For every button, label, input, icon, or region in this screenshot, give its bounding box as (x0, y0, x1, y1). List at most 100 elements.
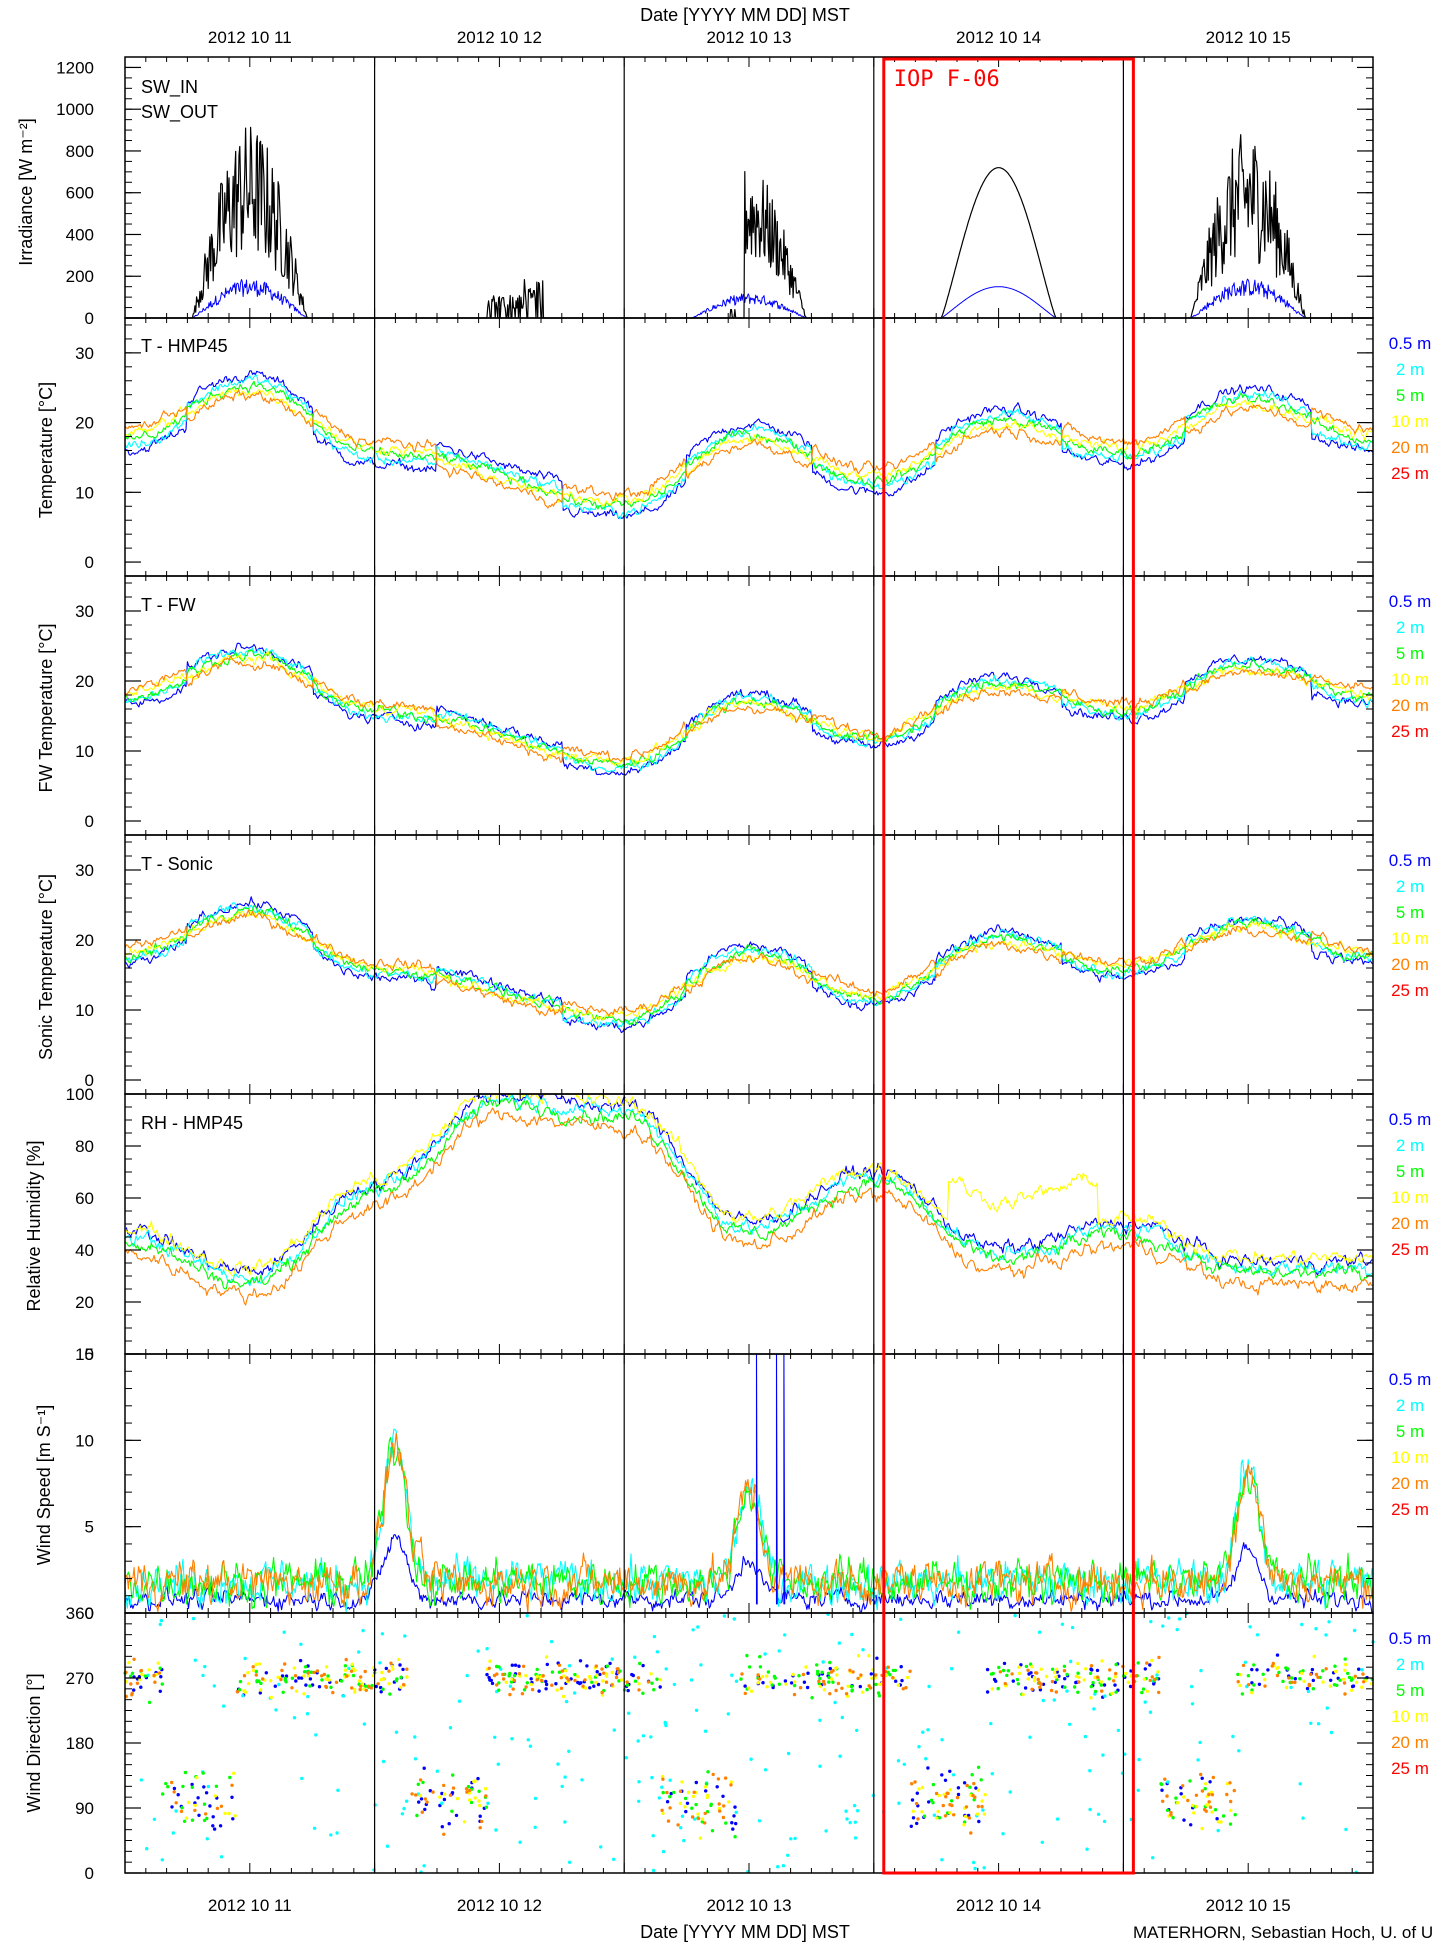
direction-point-10m (1100, 1659, 1104, 1663)
direction-point-2m (783, 1633, 787, 1637)
direction-point-10m (357, 1679, 362, 1683)
direction-point-0.5m (1215, 1817, 1219, 1821)
direction-point-20m (464, 1787, 469, 1791)
direction-point-10m (962, 1823, 966, 1827)
direction-point-2m (1248, 1625, 1252, 1629)
direction-point-10m (818, 1684, 822, 1689)
direction-point-0.5m (943, 1778, 948, 1783)
direction-point-2m (861, 1648, 865, 1652)
direction-point-10m (948, 1811, 952, 1815)
direction-point-2m (921, 1730, 925, 1734)
direction-point-0.5m (442, 1797, 447, 1802)
direction-point-5m (590, 1680, 594, 1685)
direction-point-20m (322, 1672, 326, 1677)
direction-point-5m (573, 1672, 577, 1677)
direction-point-2m (1041, 1698, 1046, 1703)
direction-point-20m (315, 1669, 320, 1673)
direction-point-10m (246, 1671, 250, 1675)
direction-point-5m (886, 1670, 890, 1675)
direction-point-0.5m (626, 1688, 630, 1693)
direction-point-10m (706, 1793, 710, 1798)
direction-point-0.5m (398, 1663, 402, 1667)
direction-point-0.5m (1074, 1680, 1078, 1685)
direction-point-20m (312, 1670, 316, 1675)
direction-point-2m (1083, 1734, 1088, 1739)
direction-point-5m (979, 1778, 983, 1782)
direction-point-20m (451, 1786, 456, 1790)
direction-point-20m (614, 1675, 619, 1680)
direction-point-0.5m (1023, 1686, 1028, 1690)
direction-point-2m (818, 1764, 822, 1768)
direction-point-2m (732, 1617, 736, 1621)
direction-point-10m (391, 1667, 395, 1671)
direction-point-10m (1360, 1685, 1364, 1689)
direction-point-5m (1063, 1685, 1067, 1689)
wind-direction-series (123, 1611, 1375, 1875)
direction-point-5m (283, 1676, 287, 1681)
direction-point-20m (465, 1790, 469, 1794)
direction-point-20m (678, 1789, 683, 1794)
direction-point-20m (442, 1783, 446, 1788)
direction-point-20m (242, 1674, 247, 1678)
direction-point-20m (512, 1678, 516, 1683)
direction-point-2m (1167, 1616, 1171, 1620)
series-10m (124, 650, 1374, 766)
direction-point-10m (604, 1674, 609, 1678)
direction-point-10m (835, 1673, 839, 1677)
direction-point-2m (1068, 1722, 1072, 1727)
direction-point-10m (1113, 1675, 1118, 1679)
direction-point-2m (201, 1673, 205, 1678)
direction-point-20m (1287, 1676, 1291, 1680)
direction-point-20m (521, 1664, 526, 1669)
direction-point-2m (580, 1778, 584, 1782)
direction-point-10m (258, 1688, 263, 1692)
direction-point-2m (152, 1817, 157, 1822)
direction-point-5m (792, 1683, 797, 1688)
direction-point-0.5m (294, 1679, 298, 1683)
direction-point-0.5m (231, 1817, 235, 1821)
direction-point-2m (664, 1667, 668, 1671)
direction-point-2m (405, 1799, 409, 1803)
direction-point-2m (1306, 1689, 1311, 1694)
direction-point-2m (1309, 1721, 1313, 1726)
direction-point-0.5m (258, 1691, 262, 1695)
direction-point-2m (1008, 1790, 1012, 1794)
y-tick-label: 0 (85, 812, 94, 831)
direction-point-10m (980, 1799, 984, 1803)
direction-point-0.5m (909, 1824, 913, 1829)
direction-point-20m (1010, 1672, 1014, 1676)
direction-point-20m (615, 1667, 619, 1671)
direction-point-2m (556, 1762, 560, 1766)
direction-point-10m (127, 1660, 131, 1665)
height-legend-2m: 2 m (1396, 877, 1424, 896)
temperature-sonic-series (124, 896, 1374, 1034)
direction-point-2m (159, 1618, 164, 1623)
direction-point-2m (637, 1780, 641, 1784)
y-tick-label: 5 (85, 1518, 94, 1537)
direction-point-5m (303, 1665, 308, 1669)
direction-point-0.5m (422, 1766, 426, 1770)
direction-point-5m (451, 1773, 455, 1777)
direction-point-5m (326, 1674, 330, 1678)
direction-point-0.5m (704, 1789, 708, 1793)
direction-point-5m (690, 1806, 694, 1810)
series-5m (124, 1097, 1374, 1290)
direction-point-10m (1354, 1680, 1359, 1685)
direction-point-0.5m (576, 1680, 580, 1685)
direction-point-0.5m (1113, 1683, 1117, 1687)
direction-point-20m (290, 1686, 294, 1690)
direction-point-0.5m (485, 1672, 489, 1677)
direction-point-5m (1076, 1690, 1080, 1695)
direction-point-10m (1089, 1696, 1093, 1700)
direction-point-2m (950, 1667, 954, 1671)
direction-point-5m (650, 1681, 654, 1685)
direction-point-0.5m (1357, 1667, 1361, 1671)
temperature-fw-series (124, 642, 1374, 776)
direction-point-20m (1030, 1687, 1034, 1692)
direction-point-20m (1186, 1798, 1190, 1803)
direction-point-2m (146, 1673, 150, 1678)
direction-point-2m (563, 1820, 567, 1824)
direction-point-2m (329, 1833, 333, 1837)
direction-point-0.5m (1293, 1677, 1298, 1681)
direction-point-20m (401, 1683, 406, 1687)
